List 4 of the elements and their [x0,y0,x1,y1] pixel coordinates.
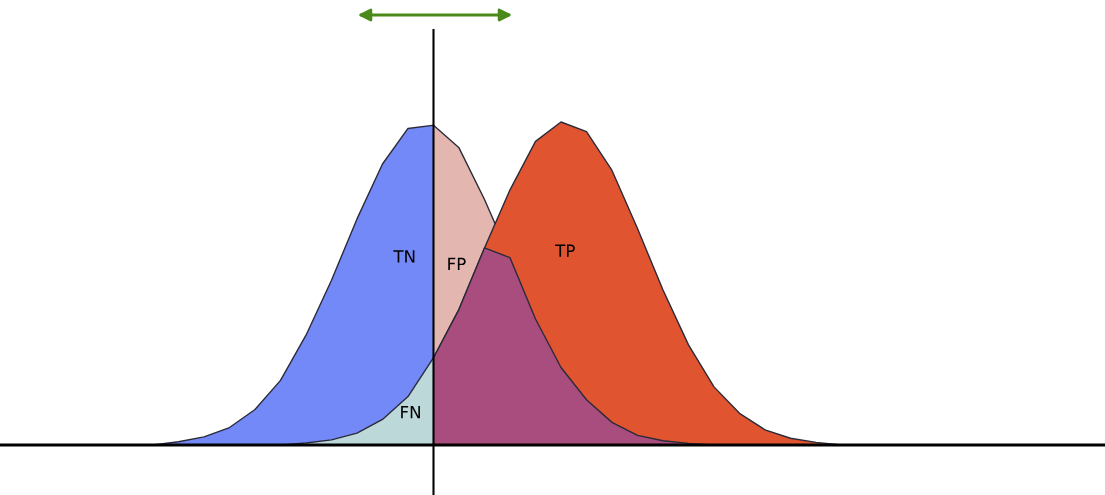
series-label: TP [555,244,575,257]
series-label: FN [401,406,420,419]
series-label: FP [448,257,466,270]
series-label: TN [393,250,415,263]
